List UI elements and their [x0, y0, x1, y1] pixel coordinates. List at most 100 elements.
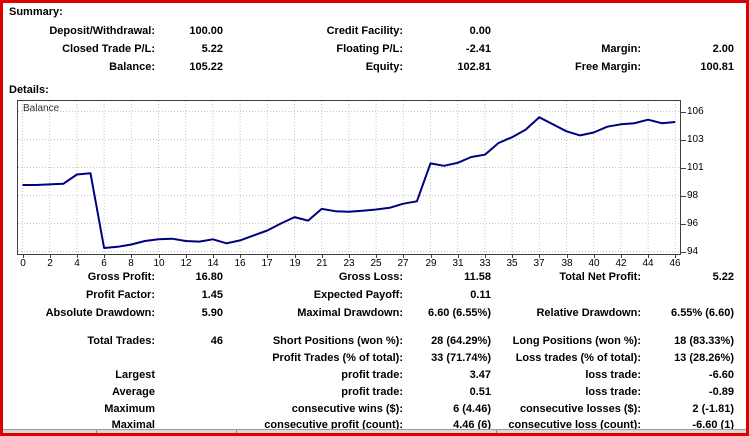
stat-value: 100.81: [700, 61, 734, 73]
stat-label: loss trade:: [585, 369, 641, 381]
stat-label: Closed Trade P/L:: [62, 43, 155, 55]
stat-label: Loss trades (% of total):: [515, 352, 641, 364]
stat-value: 28 (64.29%): [431, 335, 491, 347]
y-tick-label: 103: [687, 134, 704, 145]
stat-value: 1.45: [201, 289, 223, 301]
y-tick-label: 98: [687, 190, 699, 201]
stat-label: consecutive wins ($):: [291, 403, 403, 415]
stat-value: 4.46 (6): [453, 419, 491, 431]
stat-value: [155, 369, 223, 382]
stat-label: Gross Profit:: [87, 271, 155, 283]
stat-label: Absolute Drawdown:: [45, 307, 155, 319]
stat-value: 105.22: [189, 61, 223, 73]
x-tick-mark: [539, 255, 540, 258]
summary-row: Closed Trade P/L: 5.22 Floating P/L: -2.41 M…: [3, 43, 734, 56]
x-tick-label: 27: [397, 258, 409, 269]
x-tick-mark: [131, 255, 132, 258]
y-tick-label: 101: [687, 162, 704, 173]
stat-value: [155, 403, 223, 416]
y-tick-label: 106: [687, 106, 704, 117]
stat-value: 33 (71.74%): [431, 352, 491, 364]
stat-value: 102.81: [457, 61, 491, 73]
x-tick-label: 17: [261, 258, 273, 269]
details-row: Profit Trades (% of total): 33 (71.74%) Lo…: [3, 352, 734, 365]
stat-label: Long Positions (won %):: [512, 335, 641, 347]
details-row: Total Trades: 46 Short Positions (won %): 2…: [3, 335, 734, 348]
stat-value: [641, 289, 734, 302]
strip-divider: [96, 430, 97, 434]
stat-label: Profit Factor:: [85, 289, 155, 301]
y-tick-label: 96: [687, 218, 699, 229]
x-tick-label: 16: [234, 258, 246, 269]
stat-value: 0.11: [470, 289, 491, 301]
x-tick-label: 46: [669, 258, 681, 269]
x-tick-mark: [104, 255, 105, 258]
strip-divider: [496, 430, 497, 434]
stat-label: Total Trades:: [87, 335, 155, 347]
stat-value: -6.60: [708, 369, 734, 381]
stat-value: [155, 386, 223, 399]
y-tick-mark: [681, 112, 686, 113]
stat-value: 3.47: [469, 369, 491, 381]
strip-divider: [236, 430, 237, 434]
x-tick-mark: [159, 255, 160, 258]
stat-value: [641, 25, 734, 38]
stat-value: 2 (-1.81): [692, 403, 734, 415]
stat-label: Equity:: [365, 61, 403, 73]
stat-value: 2.00: [712, 43, 734, 55]
summary-row: Balance: 105.22 Equity: 102.81 Free Margin: 1…: [3, 61, 734, 74]
stat-label: profit trade:: [341, 369, 403, 381]
x-tick-mark: [675, 255, 676, 258]
x-tick-label: 4: [74, 258, 80, 269]
details-row: Maximum consecutive wins ($): 6 (4.46) cons…: [3, 403, 734, 416]
stat-value: -0.89: [708, 386, 734, 398]
stat-label: [491, 289, 641, 302]
stat-label: Maximal Drawdown:: [297, 307, 403, 319]
x-tick-label: 44: [642, 258, 654, 269]
stat-label: consecutive losses ($):: [519, 403, 641, 415]
details-row: Absolute Drawdown: 5.90 Maximal Drawdown: 6…: [3, 307, 734, 320]
x-tick-mark: [267, 255, 268, 258]
summary-heading: Summary:: [9, 6, 63, 18]
y-tick-mark: [681, 196, 686, 197]
stat-label: loss trade:: [585, 386, 641, 398]
stat-label: Largest: [115, 369, 155, 381]
details-row: Largest profit trade: 3.47 loss trade: -6.60: [3, 369, 734, 382]
stat-value: [155, 352, 223, 365]
x-tick-label: 31: [452, 258, 464, 269]
stat-label: Average: [111, 386, 155, 398]
x-tick-mark: [621, 255, 622, 258]
x-tick-label: 19: [289, 258, 301, 269]
details-row: Maximal consecutive profit (count): 4.46 (…: [3, 419, 734, 432]
x-tick-mark: [594, 255, 595, 258]
stat-label: Total Net Profit:: [559, 271, 641, 283]
stat-label: Expected Payoff:: [313, 289, 403, 301]
y-tick-label: 94: [687, 246, 699, 257]
y-tick-mark: [681, 168, 686, 169]
details-row: Average profit trade: 0.51 loss trade: -0.89: [3, 386, 734, 399]
balance-chart-canvas: [18, 101, 680, 254]
stat-value: 5.22: [712, 271, 734, 283]
y-tick-mark: [681, 252, 686, 253]
x-tick-mark: [485, 255, 486, 258]
x-tick-label: 0: [20, 258, 26, 269]
x-tick-mark: [186, 255, 187, 258]
clipped-next-table-edge: [3, 429, 746, 434]
stat-label: consecutive loss (count):: [508, 419, 641, 431]
x-tick-label: 38: [561, 258, 573, 269]
x-tick-label: 42: [615, 258, 627, 269]
y-tick-mark: [681, 224, 686, 225]
x-tick-label: 37: [533, 258, 545, 269]
x-tick-label: 29: [425, 258, 437, 269]
stat-label: [491, 25, 641, 38]
details-row: Profit Factor: 1.45 Expected Payoff: 0.11: [3, 289, 734, 302]
stat-label: Maximal: [111, 419, 155, 431]
y-tick-mark: [681, 140, 686, 141]
x-tick-mark: [458, 255, 459, 258]
stat-label: Balance:: [109, 61, 155, 73]
stat-value: 6.60 (6.55%): [428, 307, 491, 319]
x-tick-label: 35: [506, 258, 518, 269]
x-tick-label: 21: [316, 258, 328, 269]
details-heading: Details:: [9, 84, 49, 96]
x-tick-label: 33: [479, 258, 491, 269]
